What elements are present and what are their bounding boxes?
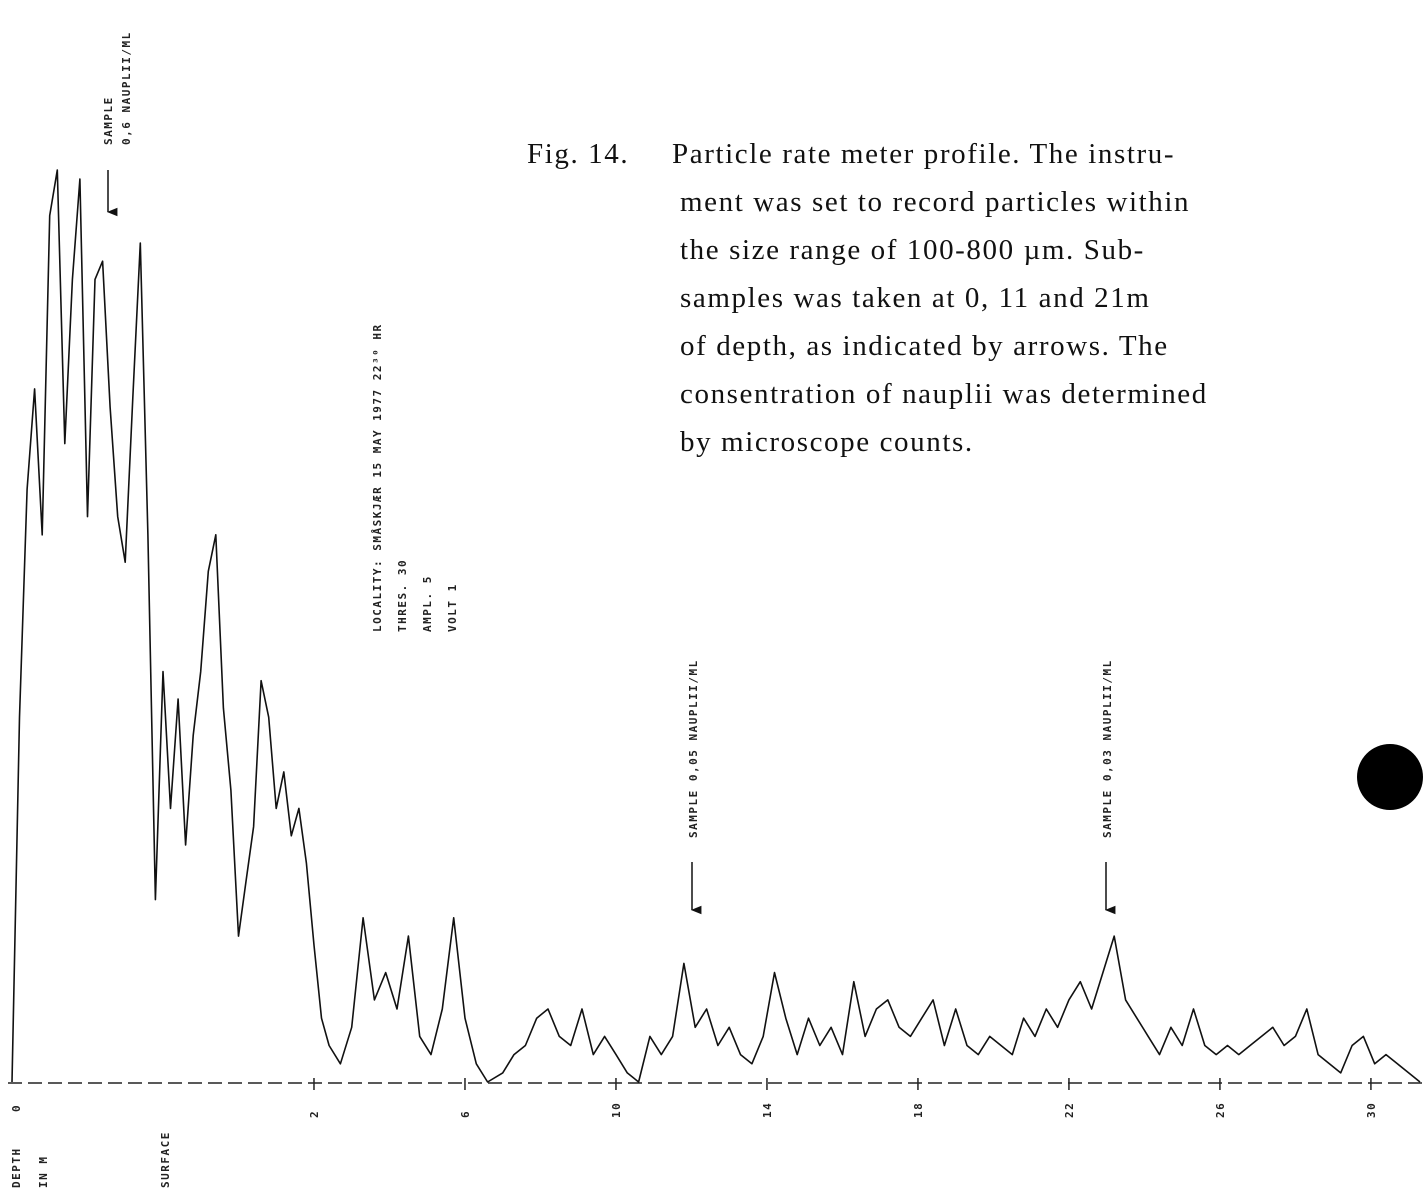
annotation: 0,6 NAUPLII/ML (120, 31, 133, 145)
caption-label: Fig. 14. (527, 138, 629, 170)
caption-line: consentration of nauplii was determined (680, 378, 1208, 410)
annotation: THRES. 30 (396, 559, 409, 632)
punch-hole (1357, 744, 1423, 810)
annotation: SURFACE (159, 1131, 172, 1188)
x-tick-label: 30 (1365, 1102, 1378, 1118)
caption: Fig. 14. Particle rate meter profile. Th… (527, 138, 1208, 458)
trace (11, 169, 1421, 1083)
x-tick-label: 2 (308, 1110, 321, 1118)
annotation: 0 (10, 1104, 23, 1112)
x-tick-label: 18 (912, 1102, 925, 1118)
caption-line: the size range of 100-800 µm. Sub- (680, 234, 1145, 266)
annotation: DEPTH (10, 1147, 23, 1188)
caption-line: samples was taken at 0, 11 and 21m (680, 282, 1151, 314)
x-tick-label: 14 (761, 1102, 774, 1118)
caption-line: of depth, as indicated by arrows. The (680, 330, 1169, 362)
x-tick-label: 22 (1063, 1102, 1076, 1118)
caption-line: by microscope counts. (680, 426, 974, 458)
annotation: SAMPLE 0,03 NAUPLII/ML (1101, 659, 1114, 838)
caption-line: ment was set to record particles within (680, 186, 1190, 218)
annotation: SAMPLE 0,05 NAUPLII/ML (687, 659, 700, 838)
x-tick-label: 26 (1214, 1102, 1227, 1118)
annotation: AMPL. 5 (421, 575, 434, 632)
annotation: LOCALITY: SMÅSKJÆR 15 MAY 1977 22³⁰ HR (371, 323, 384, 632)
annotation: SAMPLE (102, 96, 115, 145)
annotation: VOLT 1 (446, 583, 459, 632)
x-tick-label: 6 (459, 1110, 472, 1118)
caption-line: Particle rate meter profile. The instru- (672, 138, 1175, 170)
x-tick-label: 10 (610, 1102, 623, 1118)
annotation: IN M (37, 1156, 50, 1189)
